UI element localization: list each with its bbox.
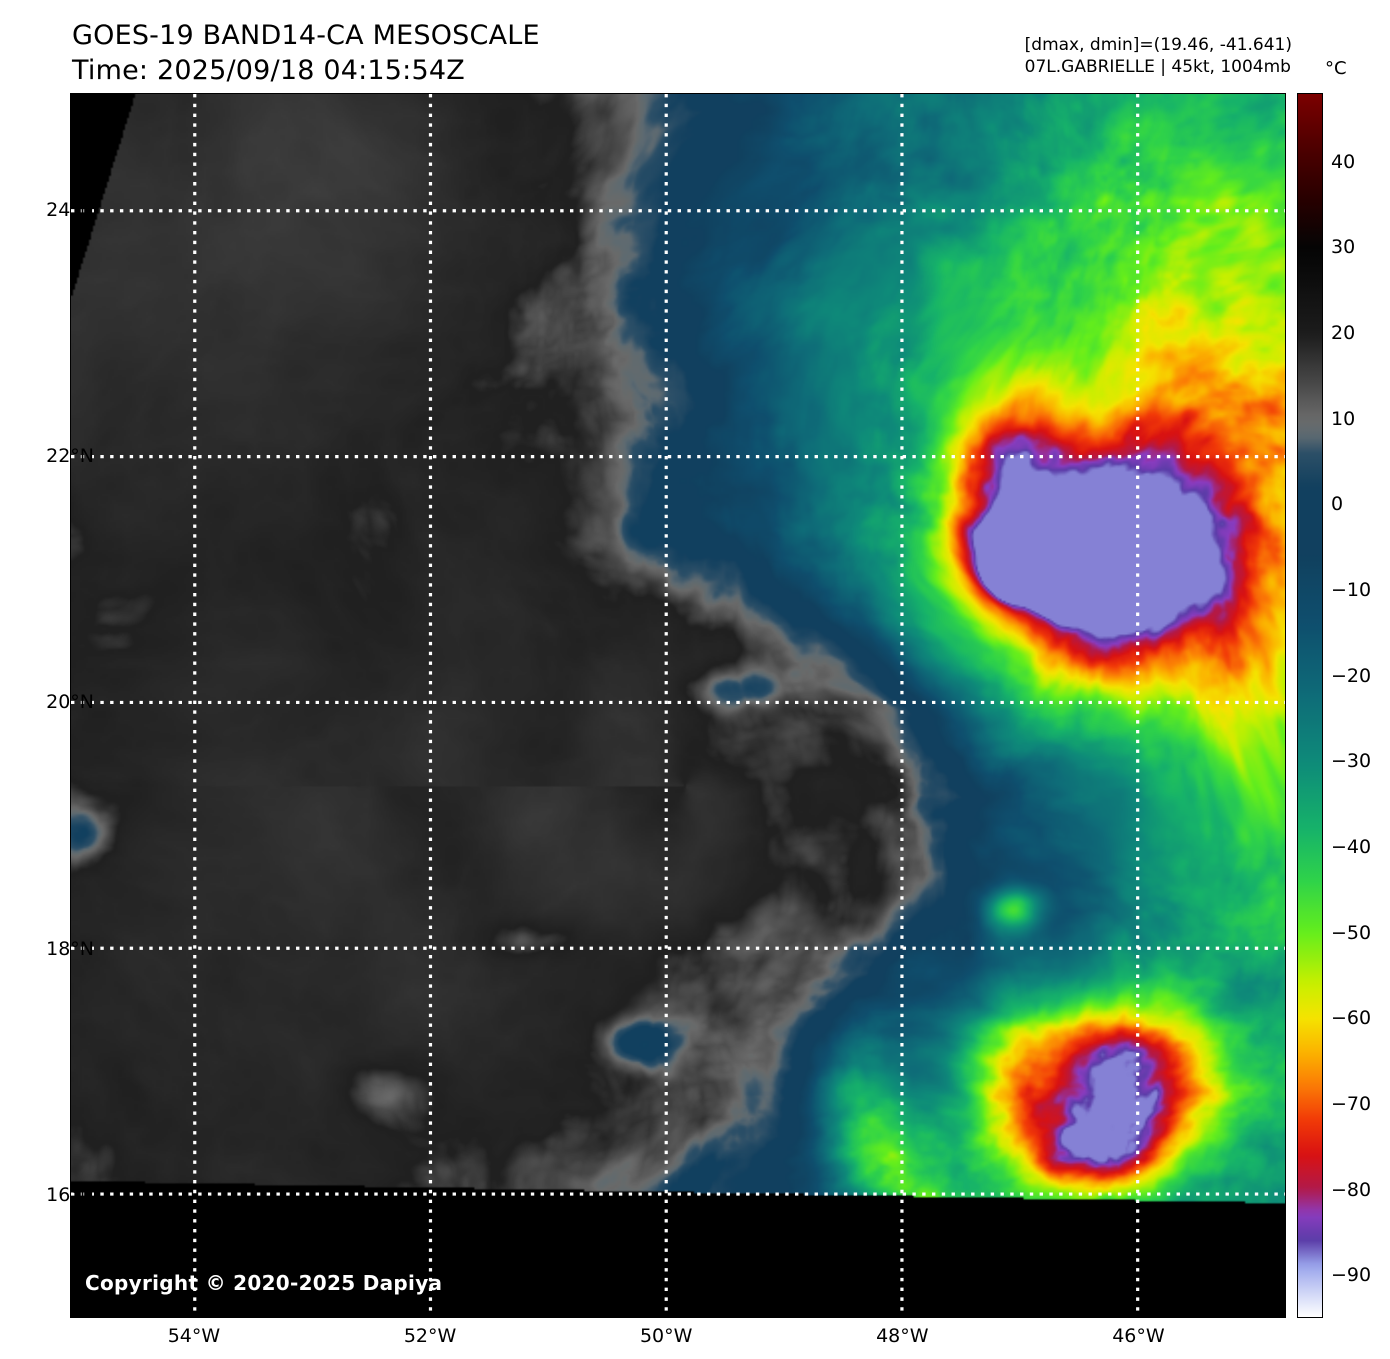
- lon-tick-label: 50°W: [639, 1325, 693, 1347]
- temperature-colorbar[interactable]: [1297, 93, 1323, 1318]
- page-title: GOES-19 BAND14-CA MESOSCALE: [72, 20, 540, 51]
- colorbar-tick-label: −40: [1331, 835, 1372, 858]
- colorbar-tick-label: 30: [1331, 236, 1356, 259]
- colorbar-tick-label: −10: [1331, 578, 1372, 601]
- lat-tick-label: 16°N: [46, 1183, 94, 1206]
- lat-tick-label: 18°N: [46, 937, 94, 960]
- colorbar-tick-label: −70: [1331, 1092, 1372, 1115]
- colorbar-tick-label: 10: [1331, 407, 1356, 430]
- data-range-label: [dmax, dmin]=(19.46, -41.641): [1024, 35, 1292, 55]
- colorbar-gradient: [1298, 94, 1322, 1317]
- storm-info-label: 07L.GABRIELLE | 45kt, 1004mb: [1024, 57, 1291, 78]
- colorbar-tick-label: −30: [1331, 750, 1372, 773]
- colorbar-tick-label: −50: [1331, 921, 1372, 944]
- satellite-imagery-canvas: [71, 94, 1285, 1317]
- colorbar-tick-label: 20: [1331, 321, 1356, 344]
- colorbar-tick-label: 40: [1331, 150, 1356, 173]
- metadata-block: [dmax, dmin]=(19.46, -41.641) 07L.GABRIE…: [1025, 34, 1292, 79]
- colorbar-unit-label: °C: [1325, 58, 1347, 79]
- colorbar-tick-label: −80: [1331, 1178, 1372, 1201]
- colorbar-tick-label: −60: [1331, 1007, 1372, 1030]
- lat-tick-label: 22°N: [46, 445, 94, 468]
- lat-tick-label: 24°N: [46, 198, 94, 221]
- colorbar-tick-label: 0: [1331, 493, 1344, 516]
- lon-tick-label: 52°W: [403, 1325, 457, 1347]
- lat-tick-label: 20°N: [46, 691, 94, 714]
- lon-tick-label: 46°W: [1112, 1325, 1165, 1347]
- copyright-label: Copyright © 2020-2025 Dapiya: [85, 1271, 443, 1295]
- lon-tick-label: 54°W: [167, 1325, 221, 1347]
- colorbar-tick-label: −90: [1331, 1264, 1372, 1287]
- colorbar-tick-label: −20: [1331, 664, 1372, 687]
- satellite-image-plot[interactable]: Copyright © 2020-2025 Dapiya: [70, 93, 1286, 1318]
- timestamp-label: Time: 2025/09/18 04:15:54Z: [72, 55, 465, 87]
- title-block: GOES-19 BAND14-CA MESOSCALE Time: 2025/0…: [72, 18, 540, 88]
- lon-tick-label: 48°W: [876, 1325, 929, 1347]
